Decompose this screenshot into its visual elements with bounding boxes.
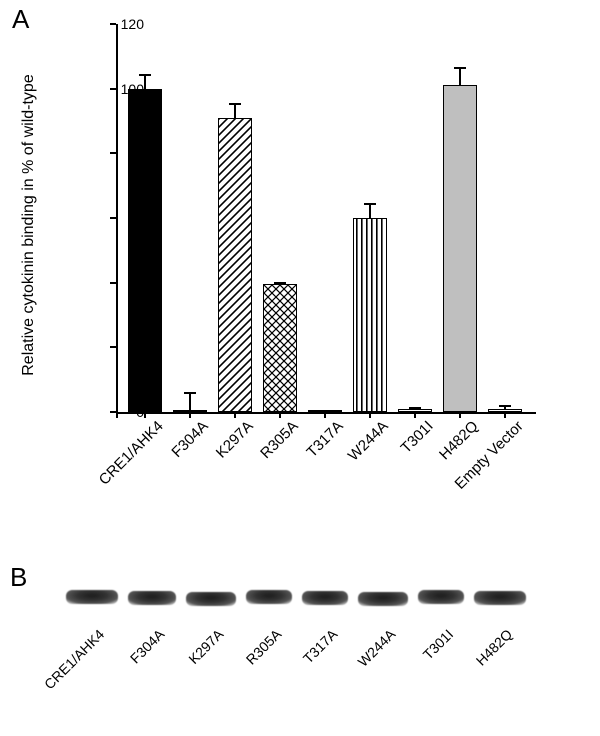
- gel-band: [358, 592, 408, 606]
- bar: [443, 85, 477, 412]
- error-bar: [279, 282, 281, 285]
- gel-band: [246, 590, 292, 604]
- gel-band: [128, 591, 176, 605]
- error-bar: [504, 405, 506, 410]
- lane-label: CRE1/AHK4: [41, 626, 107, 692]
- x-category-label: F304A: [163, 412, 212, 461]
- error-cap: [274, 282, 286, 284]
- error-bar: [369, 203, 371, 219]
- error-cap: [364, 203, 376, 205]
- panel-b-label: B: [10, 562, 27, 593]
- lane-label: T301I: [420, 626, 457, 663]
- error-bar: [234, 103, 236, 119]
- lane-label: T317A: [300, 626, 340, 666]
- x-category-label: T301I: [392, 412, 437, 457]
- lane-label: W244A: [355, 626, 399, 670]
- error-cap: [454, 67, 466, 69]
- x-category-label: R305A: [252, 412, 302, 462]
- bar: [218, 118, 252, 412]
- error-bar: [414, 407, 416, 410]
- lane-label: F304A: [127, 626, 167, 666]
- gel-band: [186, 592, 236, 606]
- gel-band: [302, 591, 348, 605]
- plot-area: 020406080100120CRE1/AHK4F304AK297AR305AT…: [116, 24, 536, 414]
- bar: [173, 410, 207, 412]
- bar: [308, 410, 342, 412]
- panel-b: CRE1/AHK4F304AK297AR305AT317AW244AT301IH…: [60, 580, 560, 620]
- lane-label: H482Q: [473, 626, 516, 669]
- chart-a: Relative cytokinin binding in % of wild-…: [80, 24, 550, 524]
- lane-label: K297A: [185, 626, 226, 667]
- error-cap: [409, 407, 421, 409]
- bar: [128, 89, 162, 412]
- error-cap: [229, 103, 241, 105]
- error-bar: [459, 67, 461, 86]
- error-cap: [139, 74, 151, 76]
- error-bar: [144, 74, 146, 90]
- error-cap: [184, 392, 196, 394]
- bar: [398, 409, 432, 412]
- bar: [263, 284, 297, 412]
- gel-band: [474, 591, 526, 605]
- gel-band: [66, 590, 118, 604]
- x-category-label: T317A: [298, 412, 347, 461]
- gel-blot: CRE1/AHK4F304AK297AR305AT317AW244AT301IH…: [60, 580, 560, 620]
- error-bar: [189, 392, 191, 411]
- bar: [353, 218, 387, 412]
- y-axis-label: Relative cytokinin binding in % of wild-…: [20, 30, 40, 420]
- bar: [488, 409, 522, 412]
- gel-band: [418, 590, 464, 604]
- x-category-label: W244A: [339, 412, 391, 464]
- x-category-label: CRE1/AHK4: [90, 412, 167, 489]
- ytick-label: 120: [108, 16, 144, 32]
- x-category-label: K297A: [207, 412, 257, 462]
- error-cap: [499, 405, 511, 407]
- lane-label: R305A: [243, 626, 285, 668]
